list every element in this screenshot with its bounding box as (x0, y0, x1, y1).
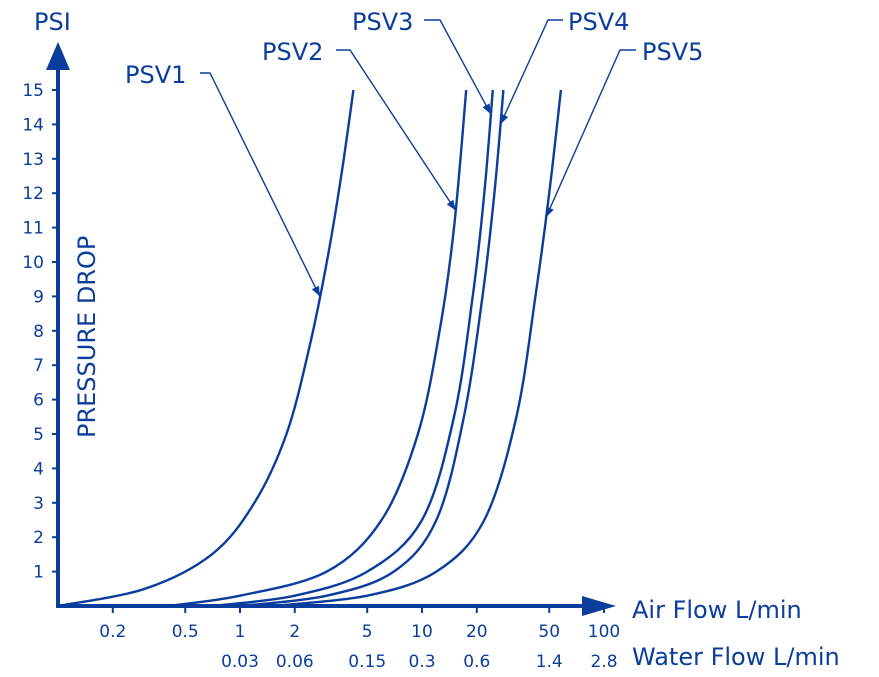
x2-axis-title: Water Flow L/min (632, 643, 840, 671)
y-tick-label: 12 (22, 184, 44, 204)
series-line-psv3 (211, 89, 494, 608)
x-tick-label: 100 (588, 622, 620, 642)
x2-tick-label: 2.8 (590, 652, 617, 672)
y-tick-label: 7 (33, 356, 44, 376)
series-label-psv3: PSV3 (352, 8, 413, 36)
series-label-psv4: PSV4 (568, 8, 629, 36)
leader-line-psv5 (545, 49, 636, 218)
x2-tick-label: 1.4 (536, 652, 563, 672)
y-tick-label: 4 (33, 459, 44, 479)
x-tick-label: 0.5 (172, 622, 199, 642)
series-label-psv5: PSV5 (642, 38, 703, 66)
y-tick-label: 1 (33, 563, 44, 583)
leader-line-psv4 (499, 19, 563, 125)
leader-arrowhead (482, 103, 491, 115)
y-tick-label: 6 (33, 391, 44, 411)
series-line-psv1 (57, 89, 355, 608)
leader-arrowhead (446, 199, 456, 211)
x-axis-arrowhead (582, 596, 616, 616)
y-tick-label: 13 (22, 150, 44, 170)
y-tick-label: 9 (33, 287, 44, 307)
series-line-psv2 (167, 89, 468, 608)
x-tick-label: 10 (411, 622, 433, 642)
x-tick-label: 1 (235, 622, 246, 642)
leader-line-psv3 (424, 19, 492, 115)
leader-line-psv2 (336, 49, 457, 211)
y-unit-label: PSI (34, 8, 71, 36)
x-tick-label: 5 (362, 622, 373, 642)
y-tick-label: 10 (22, 253, 44, 273)
series-labels: PSV1 PSV2 PSV3 PSV4 PSV5 (125, 8, 703, 297)
y-tick-label: 3 (33, 494, 44, 514)
x-tick-label: 20 (466, 622, 488, 642)
series-group (57, 89, 563, 608)
y-tick-label: 14 (22, 115, 44, 135)
x2-tick-label: 0.15 (348, 652, 386, 672)
axes (46, 42, 616, 616)
leader-arrowhead (311, 285, 320, 297)
leader-arrowhead (546, 206, 554, 218)
leader-line-psv1 (200, 72, 321, 297)
x2-ticks: 0.03 0.06 0.15 0.3 0.6 1.4 2.8 (221, 652, 617, 672)
x2-tick-label: 0.3 (408, 652, 435, 672)
y-tick-label: 15 (22, 81, 44, 101)
y-tick-label: 11 (22, 219, 44, 239)
x-ticks: 0.2 0.5 1 2 5 10 20 50 100 (99, 606, 620, 642)
y-tick-label: 2 (33, 528, 44, 548)
x-axis-title: Air Flow L/min (632, 596, 802, 624)
x-tick-label: 50 (538, 622, 560, 642)
series-label-psv2: PSV2 (262, 38, 323, 66)
y-tick-label: 5 (33, 425, 44, 445)
x2-tick-label: 0.03 (221, 652, 259, 672)
series-label-psv1: PSV1 (125, 61, 186, 89)
y-axis-title: PRESSURE DROP (73, 236, 101, 438)
y-tick-label: 8 (33, 322, 44, 342)
x-tick-label: 0.2 (99, 622, 126, 642)
leader-arrowhead (500, 113, 509, 125)
x2-tick-label: 0.6 (463, 652, 490, 672)
y-axis-arrowhead (46, 42, 70, 70)
series-line-psv4 (239, 89, 505, 608)
x-tick-label: 2 (289, 622, 300, 642)
x2-tick-label: 0.06 (276, 652, 314, 672)
series-line-psv5 (271, 89, 563, 608)
